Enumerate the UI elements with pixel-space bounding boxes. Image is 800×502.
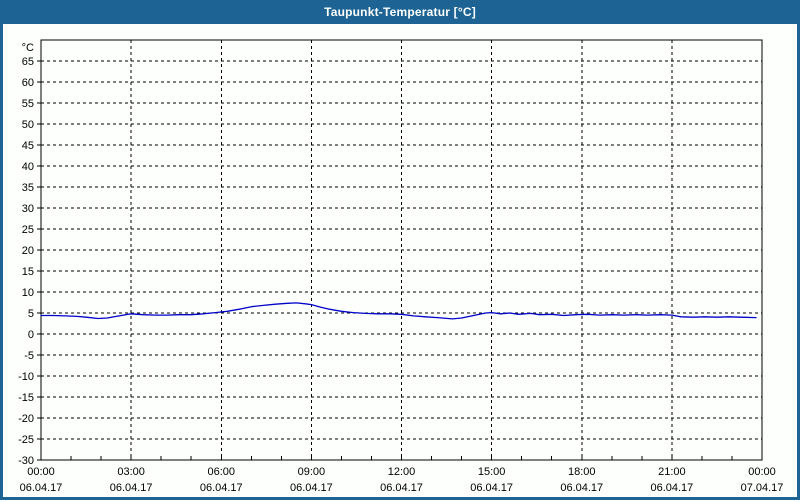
x-tick-labels: 00:00 06.04.17 03:00 06.04.17 06:00 06.04.17 0…: [20, 466, 784, 494]
y-tick-label: 50: [22, 119, 34, 131]
x-tick-date-label: 06.04.17: [110, 482, 153, 494]
window-title: Taupunkt-Temperatur [°C]: [324, 5, 476, 19]
y-tick-label: -25: [18, 434, 34, 446]
y-tick-label: 45: [22, 140, 34, 152]
y-tick-label: 5: [28, 308, 34, 320]
x-tick-date-label: 06.04.17: [560, 482, 603, 494]
x-tick-time-label: 18:00: [568, 466, 596, 478]
y-tick-label: -15: [18, 392, 34, 404]
series-line: [40, 302, 757, 320]
x-gridlines: [130, 40, 673, 460]
y-tick-label: 20: [22, 245, 34, 257]
y-tick-label: 0: [28, 329, 34, 341]
x-tick-date-label: 06.04.17: [380, 482, 423, 494]
y-tick-label: -10: [18, 371, 34, 383]
y-tick-label: 25: [22, 224, 34, 236]
x-tick-date-label: 06.04.17: [650, 482, 693, 494]
y-axis-unit-label: °C: [22, 42, 34, 54]
y-ticks: [37, 60, 41, 461]
y-tick-label: -30: [18, 455, 34, 467]
chart-content: 65 60 55 50 45 40 35 30 25 20 15 10 5 0 -5 -10 -15 -20 -25…: [3, 24, 797, 497]
x-tick-time-label: 00:00: [748, 466, 776, 478]
y-tick-label: 30: [22, 203, 34, 215]
x-tick-time-label: 12:00: [388, 466, 416, 478]
x-minor-ticks: [40, 456, 763, 460]
y-tick-label: 40: [22, 161, 34, 173]
y-tick-label: 60: [22, 77, 34, 89]
x-tick-date-label: 06.04.17: [200, 482, 243, 494]
x-tick-time-label: 21:00: [658, 466, 686, 478]
x-tick-date-label: 06.04.17: [290, 482, 333, 494]
window-titlebar: Taupunkt-Temperatur [°C]: [0, 0, 800, 24]
y-tick-label: -20: [18, 413, 34, 425]
y-tick-label: 10: [22, 287, 34, 299]
x-tick-date-label: 06.04.17: [470, 482, 513, 494]
y-tick-label: 65: [22, 56, 34, 68]
x-tick-time-label: 00:00: [27, 466, 55, 478]
y-tick-labels: 65605550454035302520151050-5-10-15-20-25…: [18, 56, 34, 467]
y-tick-label: 35: [22, 182, 34, 194]
y-tick-label: 55: [22, 98, 34, 110]
y-tick-label: -5: [24, 350, 34, 362]
x-tick-time-label: 09:00: [298, 466, 326, 478]
x-tick-time-label: 15:00: [478, 466, 506, 478]
chart-canvas: 65605550454035302520151050-5-10-15-20-25…: [18, 39, 784, 494]
x-tick-time-label: 03:00: [117, 466, 145, 478]
x-tick-date-label: 06.04.17: [20, 482, 63, 494]
y-tick-label: 15: [22, 266, 34, 278]
x-tick-time-label: 06:00: [207, 466, 235, 478]
x-tick-date-label: 07.04.17: [741, 482, 784, 494]
